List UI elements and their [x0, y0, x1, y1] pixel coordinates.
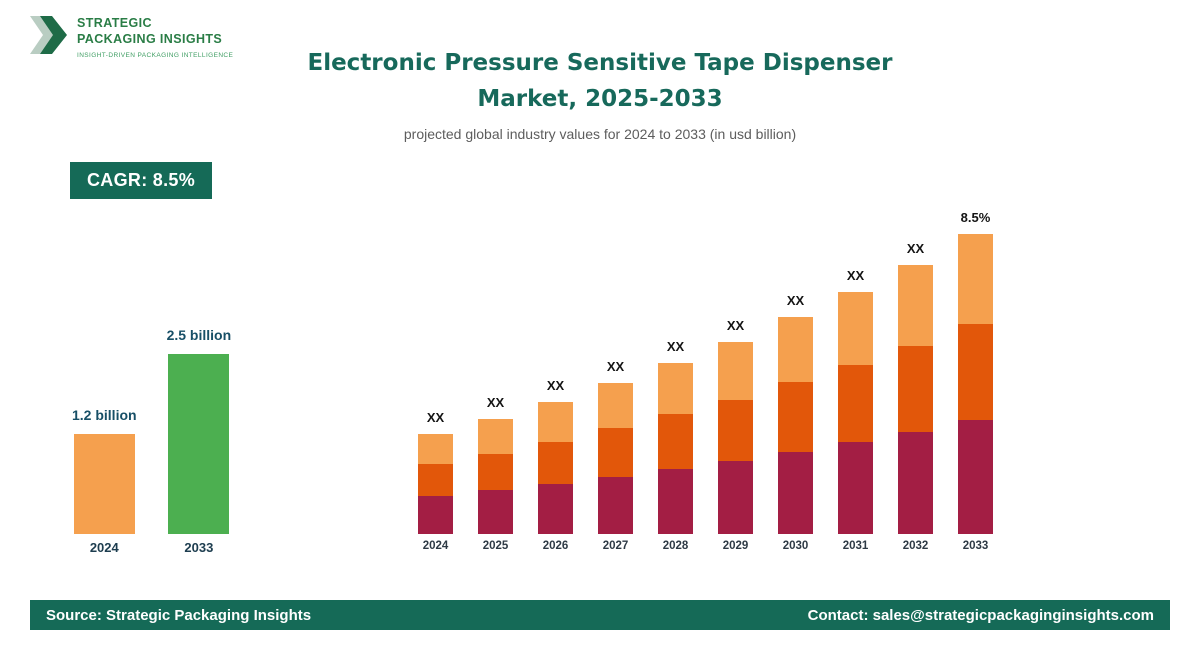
axis-year-label: 2024: [422, 540, 449, 552]
stacked-bar-group: XX 2031: [838, 268, 873, 556]
segment-bottom: [478, 490, 513, 534]
axis-year-label: 2025: [482, 540, 509, 552]
segment-bottom: [718, 461, 753, 534]
segment-middle: [478, 453, 513, 491]
stacked-bar-group: XX 2029: [718, 318, 753, 556]
axis-year-label: 2029: [722, 540, 749, 552]
segment-middle: [778, 382, 813, 452]
cagr-badge: CAGR: 8.5%: [70, 162, 213, 199]
segment-bottom: [778, 451, 813, 534]
segment-bottom: [958, 420, 993, 534]
stacked-bar-group: XX 2028: [658, 339, 693, 556]
page-title: Electronic Pressure Sensitive Tape Dispe…: [0, 46, 1200, 117]
stacked-bar-group: 8.5% 2033: [958, 210, 993, 556]
stacked-bar: [778, 317, 813, 534]
bar-value-label: XX: [726, 318, 745, 333]
stacked-bar-group: XX 2032: [898, 241, 933, 556]
bar-value-label: 8.5%: [960, 210, 991, 225]
segment-bottom: [838, 442, 873, 534]
axis-year-label: 2024: [89, 540, 119, 555]
segment-bottom: [598, 476, 633, 534]
footer-source: Source: Strategic Packaging Insights: [46, 606, 312, 624]
segment-middle: [598, 428, 633, 477]
bar-value-label: XX: [426, 410, 445, 425]
stacked-bar: [958, 234, 993, 534]
bar-value-label: XX: [906, 241, 925, 256]
segment-top: [418, 434, 453, 464]
stacked-bar: [718, 342, 753, 534]
stacked-bar-group: XX 2027: [598, 359, 633, 556]
stacked-bar: [838, 292, 873, 534]
segment-top: [478, 419, 513, 454]
bar: [73, 434, 135, 534]
segment-middle: [718, 399, 753, 462]
axis-year-label: 2030: [782, 540, 809, 552]
segment-middle: [838, 364, 873, 443]
bar-value-label: 1.2 billion: [72, 407, 137, 423]
stacked-bar: [598, 383, 633, 534]
axis-year-label: 2033: [962, 540, 989, 552]
stacked-bar: [478, 419, 513, 534]
bar-value-label: XX: [546, 378, 565, 393]
segment-middle: [958, 324, 993, 420]
logo-name-line1: STRATEGIC: [77, 16, 152, 30]
segment-middle: [418, 464, 453, 496]
segment-top: [598, 383, 633, 429]
segment-bottom: [898, 431, 933, 534]
summary-chart: 1.2 billion 2024 2.5 billion 2033: [72, 327, 231, 556]
bar: [168, 354, 230, 534]
axis-year-label: 2028: [662, 540, 689, 552]
bar-value-label: XX: [486, 395, 505, 410]
footer-contact: Contact: sales@strategicpackaginginsight…: [807, 606, 1154, 624]
segment-bottom: [538, 483, 573, 534]
page-subtitle: projected global industry values for 202…: [403, 126, 797, 143]
stacked-bar-group: XX 2025: [478, 395, 513, 556]
logo-chevron-icon: [30, 16, 67, 54]
segment-top: [958, 234, 993, 324]
segment-top: [838, 292, 873, 365]
logo-tagline: INSIGHT-DRIVEN PACKAGING INTELLIGENCE: [77, 52, 234, 60]
stacked-bar: [658, 363, 693, 534]
footer-bar: Source: Strategic Packaging Insights Con…: [30, 600, 1170, 630]
page-title-line2: Market, 2025-2033: [477, 85, 723, 112]
stacked-bar-group: XX 2026: [538, 378, 573, 556]
segment-bottom: [658, 469, 693, 534]
stacked-bar: [418, 434, 453, 534]
stacked-bar: [898, 265, 933, 534]
bar-value-label: 2.5 billion: [166, 327, 232, 343]
logo-name-line2: PACKAGING INSIGHTS: [77, 31, 223, 46]
bar-value-label: XX: [846, 268, 865, 283]
segment-middle: [658, 414, 693, 470]
axis-year-label: 2032: [902, 540, 929, 552]
segment-top: [538, 402, 573, 442]
segment-middle: [898, 345, 933, 432]
segment-top: [658, 363, 693, 415]
segment-middle: [538, 441, 573, 484]
page-title-line1: Electronic Pressure Sensitive Tape Dispe…: [307, 50, 893, 76]
segment-bottom: [418, 496, 453, 534]
summary-bar-group: 1.2 billion 2024: [72, 407, 137, 556]
stacked-bar-group: XX 2024: [418, 410, 453, 556]
bar-value-label: XX: [786, 293, 805, 308]
bar-value-label: XX: [606, 359, 625, 374]
stacked-bar-chart: XX 2024 XX 2025 XX 2026 XX 2027 XX 2028 XX 2029 XX 20…: [418, 210, 993, 556]
header: Electronic Pressure Sensitive Tape Dispe…: [0, 46, 1200, 142]
segment-top: [778, 317, 813, 383]
axis-year-label: 2027: [602, 540, 629, 552]
company-logo: STRATEGIC PACKAGING INSIGHTS INSIGHT-DRI…: [30, 13, 233, 59]
segment-top: [898, 265, 933, 346]
axis-year-label: 2026: [542, 540, 569, 552]
segment-top: [718, 342, 753, 400]
axis-year-label: 2031: [842, 540, 869, 552]
logo-text: STRATEGIC PACKAGING INSIGHTS INSIGHT-DRI…: [77, 13, 233, 59]
bar-value-label: XX: [666, 339, 685, 354]
stacked-bar-group: XX 2030: [778, 293, 813, 556]
summary-bar-group: 2.5 billion 2033: [167, 327, 232, 556]
stacked-bar: [538, 402, 573, 534]
axis-year-label: 2033: [184, 540, 214, 555]
